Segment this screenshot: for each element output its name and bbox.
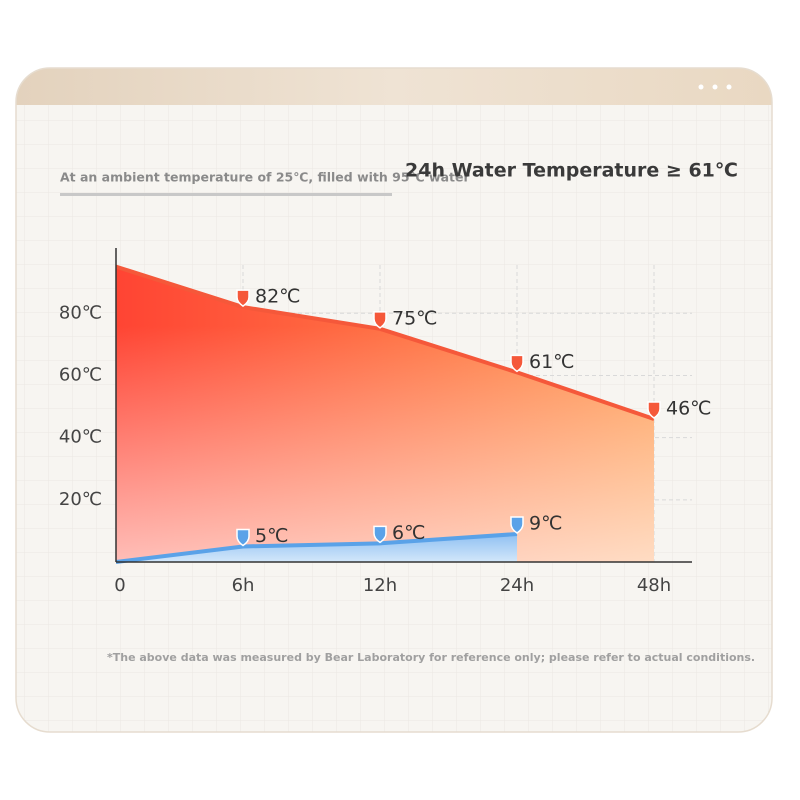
x-tick-label: 0: [114, 575, 125, 596]
value-label: 61℃: [529, 351, 575, 373]
marker: [510, 354, 524, 373]
subtitle: At an ambient temperature of 25℃, filled…: [60, 170, 470, 185]
subtitle-underline: [60, 193, 392, 196]
x-tick-label: 12h: [363, 575, 397, 596]
y-tick-label: 60℃: [59, 364, 102, 385]
value-label: 9℃: [529, 513, 562, 535]
x-tick-label: 24h: [500, 575, 534, 596]
value-label: 75℃: [392, 307, 438, 329]
value-label: 82℃: [255, 286, 301, 308]
top-bar: [16, 68, 772, 105]
chart-title: 24h Water Temperature ≥ 61℃: [405, 160, 738, 182]
marker: [647, 401, 661, 419]
value-label: 46℃: [666, 397, 712, 419]
x-tick-label: 48h: [637, 575, 671, 596]
x-tick-label: 6h: [232, 575, 255, 596]
marker: [373, 525, 387, 544]
footnote: *The above data was measured by Bear Lab…: [107, 651, 755, 664]
menu-dots[interactable]: [698, 84, 732, 90]
marker: [236, 528, 250, 547]
y-tick-label: 40℃: [59, 427, 102, 448]
value-label: 6℃: [392, 522, 425, 544]
y-tick-label: 20℃: [59, 489, 102, 510]
y-tick-label: 80℃: [59, 302, 102, 323]
marker: [373, 311, 387, 329]
line: [115, 532, 518, 564]
marker: [510, 516, 524, 534]
line: [115, 264, 655, 421]
value-label: 5℃: [255, 525, 288, 547]
area-fade: [116, 266, 654, 562]
marker: [236, 289, 250, 307]
